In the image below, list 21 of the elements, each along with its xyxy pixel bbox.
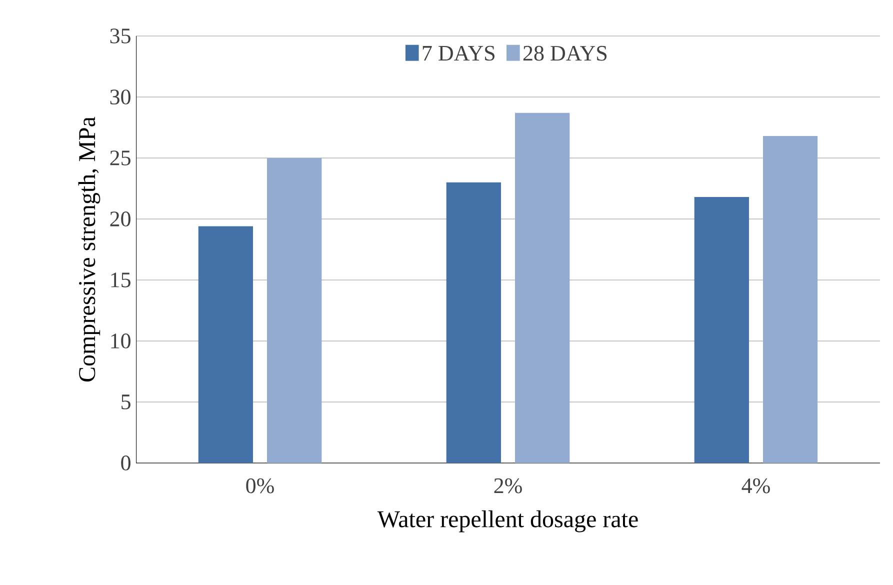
y-tick-label: 25: [110, 150, 130, 166]
y-tick-label: 10: [111, 334, 130, 348]
x-tick-label: 4%: [742, 478, 770, 494]
x-tick-label: 2%: [494, 478, 522, 494]
bar: [763, 136, 818, 463]
y-tick-label: 15: [111, 272, 130, 288]
legend-label: 28 DAYS: [523, 46, 607, 61]
bar: [694, 197, 749, 463]
x-axis-title: Water repellent dosage rate: [377, 510, 638, 532]
y-tick-label: 0: [121, 456, 130, 470]
y-axis-title: Compressive strength, MPa: [78, 116, 100, 382]
y-tick-label: 35: [110, 28, 130, 44]
y-tick-label: 5: [122, 394, 130, 410]
y-tick-label: 30: [110, 90, 130, 104]
y-tick-label: 20: [110, 212, 130, 226]
bar: [198, 226, 254, 463]
bar: [446, 182, 501, 463]
bar: [515, 112, 570, 463]
x-tick-label: 0%: [246, 478, 274, 494]
legend-label: 7 DAYS: [422, 46, 494, 61]
bar: [267, 158, 322, 463]
